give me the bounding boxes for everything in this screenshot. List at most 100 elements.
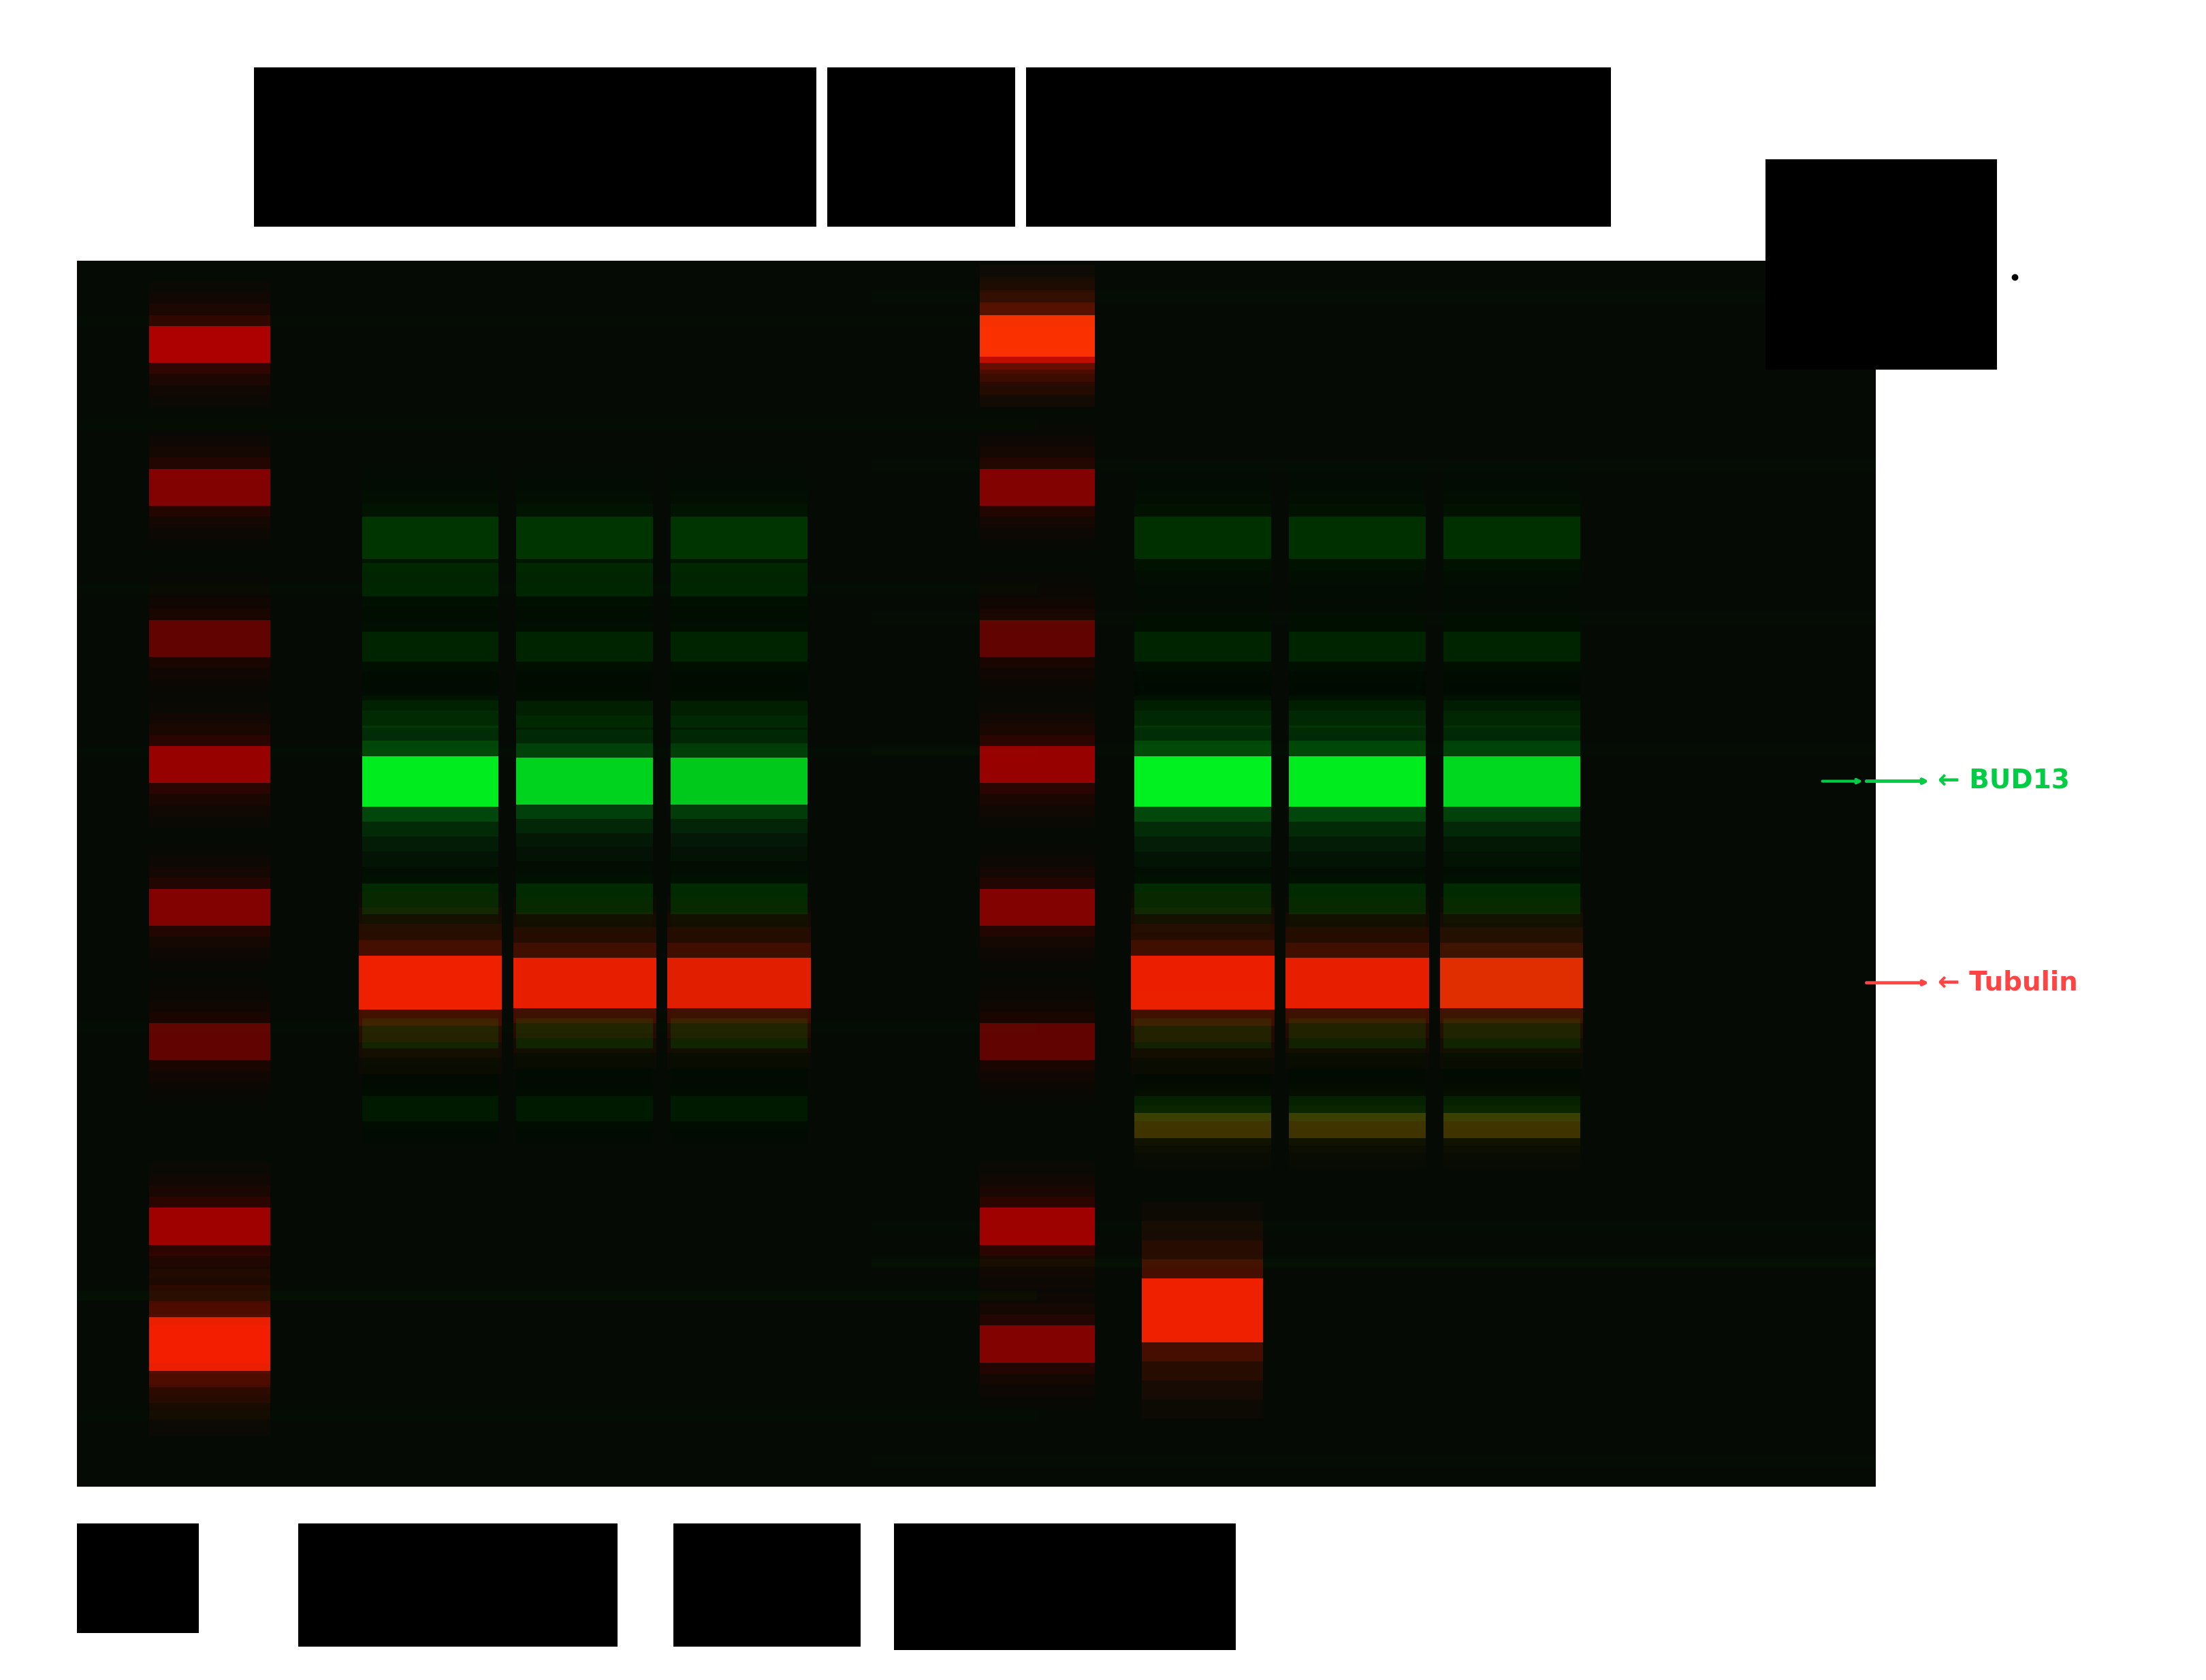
- Bar: [979, 586, 1094, 690]
- Bar: [979, 845, 1094, 969]
- Bar: [150, 282, 269, 407]
- Bar: [362, 701, 499, 727]
- Bar: [516, 543, 653, 617]
- Bar: [671, 465, 807, 608]
- Bar: [1443, 1105, 1579, 1146]
- Bar: [1443, 669, 1579, 759]
- Bar: [671, 623, 807, 670]
- Bar: [1288, 613, 1425, 680]
- Bar: [1134, 1067, 1271, 1152]
- Bar: [1443, 711, 1579, 852]
- Bar: [254, 67, 816, 227]
- Bar: [516, 605, 653, 689]
- Bar: [1288, 884, 1425, 914]
- Bar: [979, 734, 1094, 795]
- Bar: [1288, 605, 1425, 689]
- Bar: [1288, 1067, 1425, 1152]
- Bar: [1288, 623, 1425, 670]
- Bar: [362, 1000, 499, 1067]
- Bar: [671, 1067, 807, 1152]
- Bar: [1288, 741, 1425, 822]
- Bar: [150, 598, 269, 679]
- Bar: [1443, 504, 1579, 571]
- Bar: [362, 756, 499, 806]
- Bar: [1288, 991, 1425, 1075]
- Bar: [516, 491, 653, 585]
- Bar: [1134, 865, 1271, 932]
- Bar: [150, 304, 269, 385]
- Bar: [979, 724, 1094, 805]
- Bar: [516, 623, 653, 670]
- Bar: [516, 516, 653, 558]
- Bar: [671, 991, 807, 1075]
- Bar: [77, 748, 1037, 758]
- Bar: [1134, 1018, 1271, 1048]
- Bar: [1288, 696, 1425, 867]
- Bar: [979, 746, 1094, 783]
- Bar: [1288, 1084, 1425, 1169]
- Bar: [1134, 1105, 1271, 1146]
- Bar: [362, 605, 499, 689]
- Bar: [357, 924, 503, 1042]
- Bar: [1441, 912, 1584, 1053]
- Bar: [150, 1196, 269, 1257]
- Bar: [1134, 1089, 1271, 1129]
- Bar: [979, 979, 1094, 1104]
- Bar: [516, 875, 653, 922]
- Bar: [979, 1304, 1094, 1384]
- Bar: [1134, 613, 1271, 680]
- Bar: [1288, 1010, 1425, 1057]
- Bar: [516, 865, 653, 932]
- Bar: [1443, 1074, 1579, 1144]
- Bar: [1134, 605, 1271, 689]
- Bar: [979, 990, 1094, 1094]
- Bar: [1143, 1260, 1264, 1361]
- Bar: [362, 491, 499, 585]
- Bar: [671, 1010, 807, 1057]
- Bar: [1132, 924, 1275, 1042]
- Bar: [1443, 884, 1579, 914]
- Bar: [979, 469, 1094, 506]
- Bar: [1284, 897, 1429, 1068]
- Bar: [979, 1174, 1094, 1278]
- Bar: [516, 613, 653, 680]
- Bar: [1288, 692, 1425, 736]
- Bar: [362, 1074, 499, 1144]
- Bar: [871, 1457, 1875, 1467]
- Bar: [1288, 1000, 1425, 1067]
- Bar: [979, 289, 1094, 381]
- Bar: [516, 684, 653, 744]
- Bar: [1443, 1018, 1579, 1048]
- Bar: [77, 1411, 1037, 1421]
- Bar: [1443, 875, 1579, 922]
- Bar: [1443, 516, 1579, 558]
- Bar: [362, 623, 499, 670]
- Bar: [150, 447, 269, 528]
- Bar: [671, 1089, 807, 1129]
- Bar: [979, 712, 1094, 816]
- Bar: [871, 1221, 1875, 1231]
- Bar: [671, 632, 807, 662]
- Bar: [1134, 1000, 1271, 1067]
- Bar: [871, 460, 1875, 470]
- Bar: [1288, 465, 1425, 608]
- Bar: [77, 1290, 1037, 1300]
- Bar: [1134, 479, 1271, 596]
- Bar: [671, 865, 807, 932]
- Bar: [1132, 907, 1275, 1058]
- Bar: [671, 1018, 807, 1048]
- Bar: [516, 504, 653, 571]
- Bar: [671, 1082, 807, 1136]
- Bar: [979, 265, 1094, 407]
- Bar: [671, 563, 807, 596]
- Bar: [671, 543, 807, 617]
- Bar: [362, 516, 499, 558]
- Bar: [1134, 741, 1271, 822]
- Bar: [1441, 897, 1584, 1068]
- Bar: [516, 677, 653, 751]
- Bar: [1288, 491, 1425, 585]
- Bar: [1443, 991, 1579, 1075]
- Bar: [77, 260, 1037, 1487]
- Bar: [362, 884, 499, 914]
- Bar: [1288, 1074, 1425, 1144]
